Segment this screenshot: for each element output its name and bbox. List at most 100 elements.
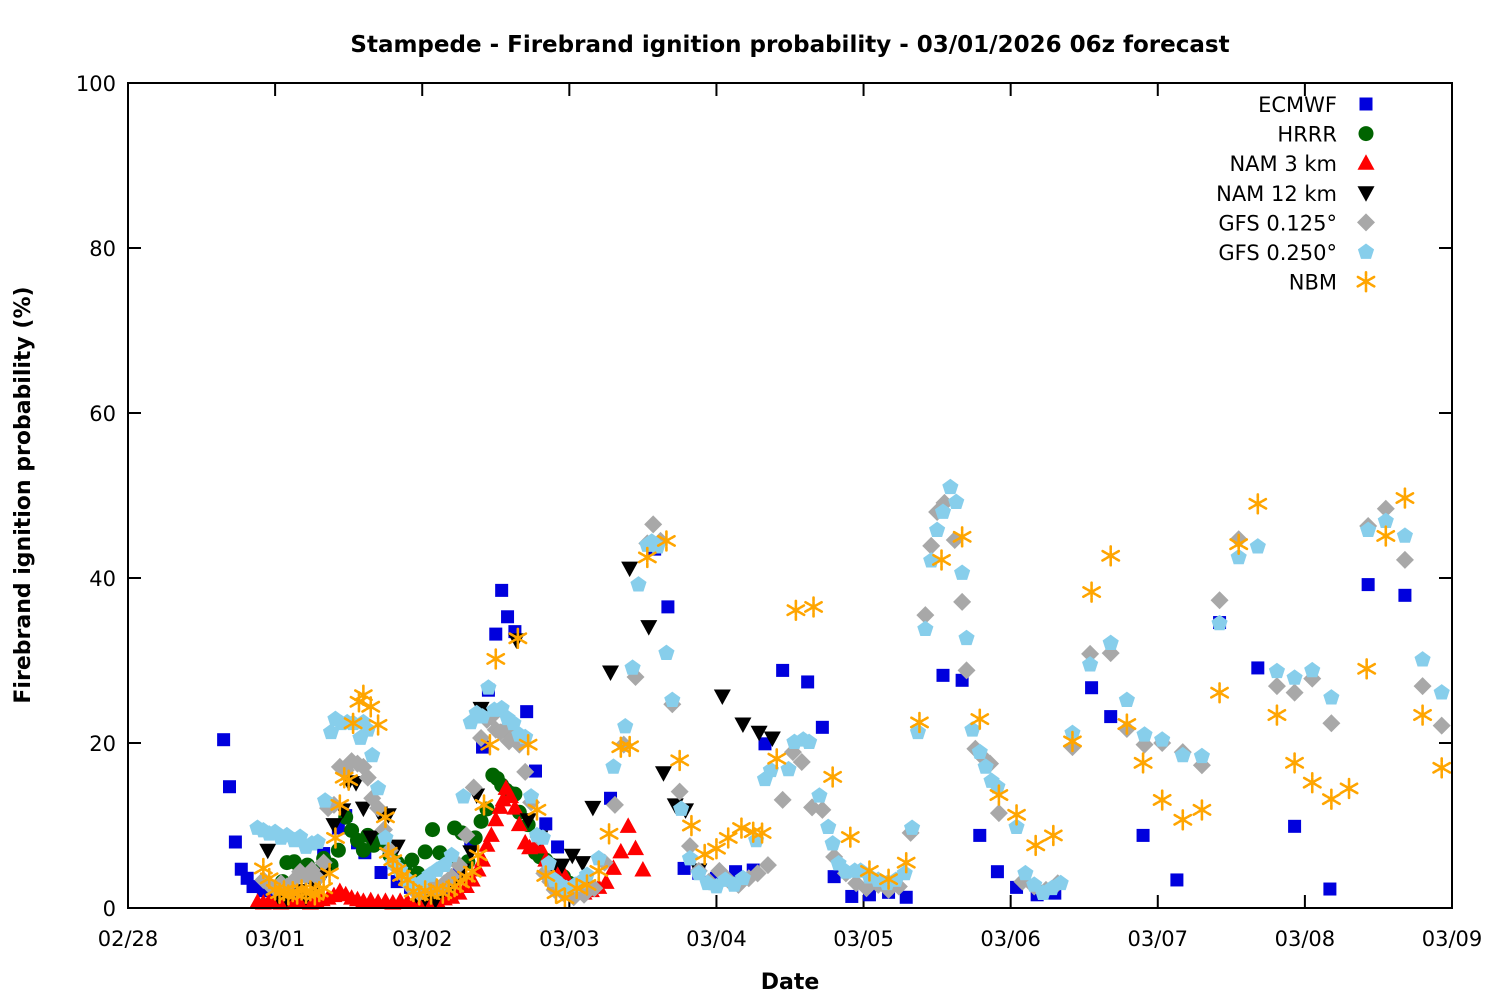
data-point-marker [909, 723, 927, 740]
data-point-marker [259, 843, 277, 860]
data-point-marker [1357, 662, 1377, 675]
data-point-marker [634, 861, 652, 877]
data-point-marker [801, 675, 815, 689]
data-point-marker [325, 818, 343, 834]
data-point-marker [246, 880, 260, 894]
data-point-marker [661, 600, 675, 614]
data-point-marker [553, 858, 571, 875]
data-point-marker [506, 799, 524, 815]
data-point-marker [518, 738, 538, 751]
data-point-marker [362, 830, 380, 847]
data-point-marker [1339, 782, 1359, 795]
data-point-marker [474, 708, 491, 724]
data-point-marker [1082, 585, 1102, 599]
data-point-marker [527, 803, 547, 816]
data-point-marker [523, 788, 540, 804]
data-point-marker [1133, 756, 1153, 769]
data-point-marker [1008, 818, 1025, 835]
data-point-marker [369, 799, 388, 818]
chart-legend: ECMWF HRRR NAM 3 km NAM 12 km GFS 0.125° GFS … [1216, 93, 1376, 295]
data-point-marker [1288, 819, 1302, 833]
data-point-marker [354, 801, 372, 818]
data-point-marker [478, 836, 496, 852]
data-point-marker [824, 835, 841, 851]
data-point-marker [718, 831, 738, 844]
data-point-marker [936, 668, 950, 682]
legend-label: NAM 12 km [1216, 182, 1337, 206]
legend-label: ECMWF [1258, 93, 1337, 117]
y-tick-label: 100 [76, 72, 116, 96]
data-point-marker [425, 822, 441, 838]
legend-marker-circle-icon [1358, 126, 1374, 142]
data-point-marker [330, 842, 346, 858]
series-gfs-0-125- [254, 493, 1451, 907]
data-point-marker [954, 564, 971, 580]
data-point-marker [1361, 578, 1375, 592]
data-point-marker [971, 743, 988, 759]
x-tick-label: 03/09 [1422, 927, 1483, 951]
data-point-marker [957, 661, 976, 680]
data-point-marker [931, 553, 952, 566]
data-point-marker [1210, 591, 1229, 610]
data-point-marker [510, 815, 528, 832]
data-point-marker [1432, 716, 1451, 735]
data-point-marker [577, 878, 597, 891]
data-point-marker [1414, 651, 1431, 667]
legend-label: NBM [1289, 271, 1337, 295]
data-point-marker [673, 800, 690, 816]
data-point-marker [443, 888, 461, 904]
data-point-marker [375, 811, 395, 824]
legend-label: HRRR [1277, 123, 1337, 147]
data-point-marker [896, 856, 916, 869]
data-point-marker [322, 723, 340, 740]
data-point-marker [801, 733, 818, 750]
data-point-marker [804, 600, 824, 613]
data-point-marker [904, 819, 921, 835]
data-point-marker [734, 717, 752, 734]
data-point-marker [508, 632, 528, 645]
legend-label: GFS 0.125° [1218, 211, 1337, 235]
data-point-marker [690, 864, 707, 881]
data-point-marker [948, 493, 965, 509]
data-point-marker [909, 716, 929, 729]
data-point-marker [567, 882, 587, 895]
data-point-marker [1396, 527, 1414, 543]
data-point-marker [612, 842, 630, 859]
legend-label: NAM 3 km [1229, 152, 1337, 176]
data-point-marker [952, 530, 972, 543]
data-point-marker [534, 829, 551, 845]
data-point-marker [989, 788, 1009, 802]
data-point-marker [468, 849, 488, 862]
data-point-marker [377, 829, 394, 845]
x-tick-label: 03/02 [392, 927, 453, 951]
x-axis-label: Date [761, 970, 820, 995]
data-point-marker [845, 889, 859, 903]
data-point-marker [970, 713, 990, 726]
data-point-marker [964, 721, 981, 737]
x-tick-label: 03/03 [539, 927, 600, 951]
x-tick-label: 03/05 [833, 927, 894, 951]
data-point-marker [658, 644, 675, 660]
data-point-marker [474, 798, 494, 811]
data-point-marker [664, 691, 681, 707]
data-point-marker [308, 869, 327, 888]
data-point-marker [1395, 491, 1415, 505]
data-point-marker [617, 718, 634, 734]
data-point-marker [1376, 499, 1395, 518]
data-point-marker [752, 826, 772, 839]
data-point-marker [670, 754, 690, 767]
data-point-marker [923, 552, 940, 568]
data-point-marker [374, 866, 388, 880]
data-point-marker [916, 606, 935, 625]
y-axis-label: Firebrand ignition probability (%) [11, 286, 36, 703]
data-point-marker [539, 817, 553, 831]
data-point-marker [584, 800, 602, 817]
x-tick-label: 03/07 [1128, 927, 1189, 951]
data-point-marker [353, 689, 373, 702]
legend-label: GFS 0.250° [1218, 241, 1337, 265]
data-point-marker [551, 840, 565, 854]
data-point-marker [489, 627, 503, 641]
x-tick-label: 03/08 [1275, 927, 1336, 951]
data-point-marker [590, 850, 607, 866]
data-point-marker [358, 768, 377, 787]
